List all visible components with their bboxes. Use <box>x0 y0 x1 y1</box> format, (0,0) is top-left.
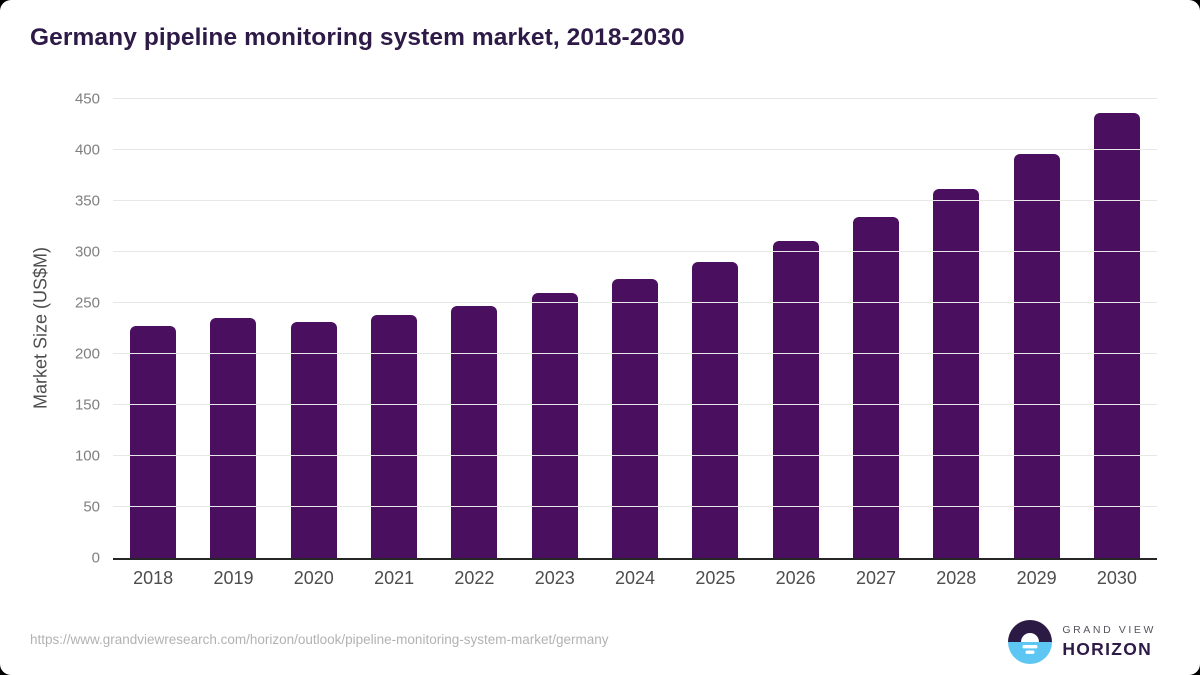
gridline <box>113 353 1157 354</box>
gridline <box>113 404 1157 406</box>
bar-column-2028 <box>916 99 996 558</box>
y-tick-label: 400 <box>74 141 100 159</box>
x-tick-label-2030: 2030 <box>1096 568 1137 588</box>
source-url: https://www.grandviewresearch.com/horizo… <box>30 632 609 647</box>
bar-column-2026 <box>756 99 836 558</box>
y-tick-label: 0 <box>91 549 100 567</box>
x-axis-labels: 2018 2019 2020 2021 2022 2023 2024 2025 2026 2027… <box>113 568 1157 589</box>
bar-column-2024 <box>595 99 675 558</box>
bar-2019 <box>210 318 257 558</box>
x-tick-label-2018: 2018 <box>133 568 174 588</box>
y-axis-ticks: 0 50 100 150 200 250 300 350 400 450 <box>30 91 100 567</box>
bar-2024 <box>612 278 659 558</box>
x-tick-label-2022: 2022 <box>454 568 495 588</box>
bar-column-2027 <box>836 99 916 558</box>
logo-bottom-text: HORIZON <box>1062 639 1153 659</box>
x-tick-label-2026: 2026 <box>775 568 816 588</box>
bar-column-2022 <box>434 99 514 558</box>
logo-text-block: GRAND VIEW HORIZON <box>1062 624 1156 660</box>
bar-2020 <box>290 322 337 558</box>
bar-column-2029 <box>996 99 1076 558</box>
y-axis-title: Market Size (US$M) <box>30 246 51 410</box>
gridline <box>113 506 1157 507</box>
bar-column-2020 <box>274 99 354 558</box>
gridline <box>113 251 1157 253</box>
y-tick-label: 100 <box>74 447 100 465</box>
y-tick-label: 200 <box>74 345 100 363</box>
plot-area <box>113 98 1157 560</box>
bar-2029 <box>1013 154 1060 558</box>
x-tick-label-2021: 2021 <box>374 568 415 588</box>
x-tick-label-2027: 2027 <box>855 568 896 588</box>
x-tick-label-2025: 2025 <box>695 568 736 588</box>
gridline <box>113 98 1157 99</box>
gridline <box>113 302 1157 303</box>
bar-2022 <box>451 306 498 558</box>
gridline <box>113 200 1157 201</box>
grand-view-horizon-logo: GRAND VIEW HORIZON <box>1008 620 1156 664</box>
bar-2030 <box>1093 113 1140 558</box>
bar-column-2030 <box>1077 99 1157 558</box>
bar-2025 <box>692 262 739 558</box>
chart-title: Germany pipeline monitoring system marke… <box>30 24 685 51</box>
x-tick-label-2028: 2028 <box>936 568 977 588</box>
bar-column-2023 <box>515 99 595 558</box>
y-tick-label: 150 <box>74 396 100 414</box>
bars-row <box>113 99 1157 558</box>
x-tick-label-2024: 2024 <box>615 568 656 588</box>
bar-column-2025 <box>675 99 755 558</box>
logo-top-text: GRAND VIEW <box>1062 624 1156 636</box>
horizon-sun-icon <box>1008 620 1053 664</box>
x-tick-label-2020: 2020 <box>293 568 334 588</box>
gridline <box>113 455 1157 456</box>
bar-2018 <box>130 326 177 558</box>
bar-2026 <box>772 240 819 558</box>
y-tick-label: 450 <box>74 90 100 108</box>
bar-column-2019 <box>193 99 273 558</box>
bar-2021 <box>371 315 418 558</box>
bar-column-2021 <box>354 99 434 558</box>
x-tick-label-2019: 2019 <box>213 568 254 588</box>
bar-2027 <box>852 217 899 558</box>
bar-2028 <box>933 188 980 558</box>
y-tick-label: 250 <box>74 294 100 312</box>
y-tick-label: 300 <box>74 243 100 261</box>
y-tick-label: 350 <box>74 192 100 210</box>
x-tick-label-2023: 2023 <box>534 568 575 588</box>
bar-column-2018 <box>113 99 193 558</box>
y-tick-label: 50 <box>83 498 100 516</box>
gridline <box>113 149 1157 150</box>
bar-2023 <box>531 292 578 558</box>
x-tick-label-2029: 2029 <box>1016 568 1057 588</box>
